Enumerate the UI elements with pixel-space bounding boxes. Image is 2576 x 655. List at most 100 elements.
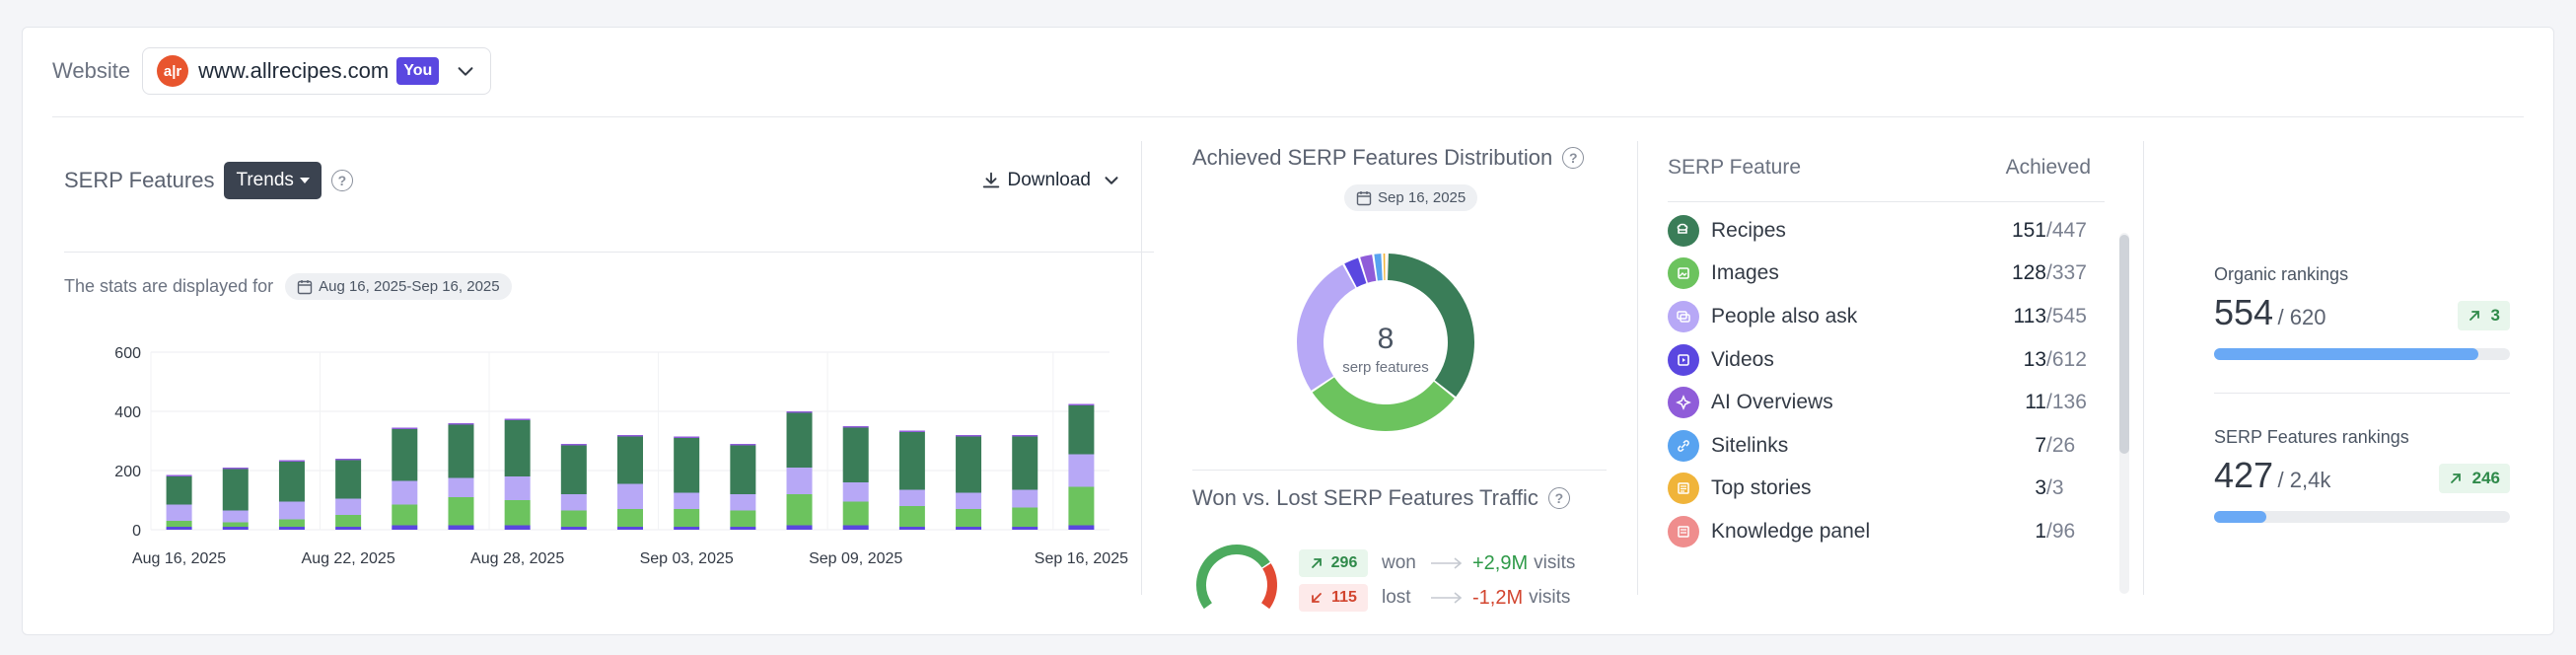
chart-bar-segment[interactable] [842,525,869,531]
feature-row[interactable]: Sitelinks 7/26 [1668,424,2102,468]
feature-row[interactable]: Top stories 3/3 [1668,468,2102,511]
chart-bar-segment[interactable] [842,501,869,526]
feature-row[interactable]: Knowledge panel 1/96 [1668,510,2102,553]
chart-bar-segment[interactable] [392,525,418,531]
chart-bar-segment[interactable] [617,483,643,510]
chart-bar-segment[interactable] [898,506,925,527]
scrollbar-thumb[interactable] [2119,235,2129,454]
chart-bar-segment[interactable] [560,444,587,446]
donut-slice[interactable] [1383,254,1386,281]
chart-bar-segment[interactable] [1068,525,1095,531]
feature-row[interactable]: People also ask 113/545 [1668,295,2102,338]
chart-bar-segment[interactable] [617,436,643,484]
chart-bar-segment[interactable] [166,474,192,477]
chart-bar-segment[interactable] [898,430,925,433]
chart-bar-segment[interactable] [448,477,474,498]
chart-bar-segment[interactable] [674,509,700,527]
chart-bar-segment[interactable] [1012,436,1038,490]
chart-bar-segment[interactable] [560,494,587,511]
chart-bar-segment[interactable] [392,427,418,430]
chart-bar-segment[interactable] [730,494,756,511]
chart-bar-segment[interactable] [222,469,249,511]
chart-bar-segment[interactable] [1012,527,1038,530]
feature-row[interactable]: Recipes 151/447 [1668,209,2102,253]
chart-bar-segment[interactable] [617,509,643,527]
table-scrollbar[interactable] [2119,233,2129,594]
chart-bar-segment[interactable] [1068,454,1095,487]
chart-bar-segment[interactable] [222,522,249,528]
chart-bar-segment[interactable] [674,438,700,493]
chart-bar-segment[interactable] [392,504,418,526]
chart-bar-segment[interactable] [504,500,531,526]
chart-bar-segment[interactable] [560,445,587,495]
chart-bar-segment[interactable] [898,432,925,490]
feature-row[interactable]: AI Overviews 11/136 [1668,381,2102,424]
chart-bar-segment[interactable] [448,525,474,531]
donut-slice[interactable] [1387,254,1388,281]
chart-bar-segment[interactable] [560,527,587,530]
donut-slice[interactable] [1360,255,1377,283]
chart-bar-segment[interactable] [674,492,700,510]
chart-bar-segment[interactable] [448,423,474,425]
chart-bar-segment[interactable] [730,527,756,530]
chart-bar-segment[interactable] [335,459,362,461]
help-icon[interactable]: ? [1547,487,1570,509]
chart-bar-segment[interactable] [842,482,869,502]
chart-bar-segment[interactable] [504,420,531,476]
chart-bar-segment[interactable] [956,436,982,493]
chart-bar-segment[interactable] [1068,486,1095,526]
chart-bar-segment[interactable] [956,509,982,527]
help-icon[interactable]: ? [1562,147,1585,169]
chart-bar-segment[interactable] [278,460,305,463]
donut-slice[interactable] [1297,264,1356,391]
donut-slice[interactable] [1344,257,1367,288]
chart-bar-segment[interactable] [335,460,362,499]
chart-bar-segment[interactable] [956,492,982,510]
donut-slice[interactable] [1312,377,1455,431]
chart-bar-segment[interactable] [166,527,192,530]
chart-bar-segment[interactable] [956,527,982,530]
trends-dropdown-button[interactable]: Trends [224,162,322,199]
chart-bar-segment[interactable] [786,494,813,526]
chart-bar-segment[interactable] [730,445,756,495]
chart-bar-segment[interactable] [166,521,192,527]
chart-bar-segment[interactable] [786,412,813,469]
chart-bar-segment[interactable] [222,527,249,530]
feature-row[interactable]: Videos 13/612 [1668,338,2102,382]
chart-bar-segment[interactable] [222,468,249,470]
chart-bar-segment[interactable] [730,510,756,528]
chart-bar-segment[interactable] [222,510,249,523]
chart-bar-segment[interactable] [617,435,643,437]
donut-slice[interactable] [1388,254,1474,398]
chart-bar-segment[interactable] [278,527,305,530]
chart-bar-segment[interactable] [1012,489,1038,508]
feature-row[interactable]: Images 128/337 [1668,253,2102,296]
chart-bar-segment[interactable] [842,426,869,428]
chart-bar-segment[interactable] [166,504,192,522]
chart-bar-segment[interactable] [730,444,756,446]
chart-bar-segment[interactable] [1012,435,1038,437]
website-selector[interactable]: a|r www.allrecipes.com You [142,47,492,95]
chart-bar-segment[interactable] [392,480,418,505]
chart-bar-segment[interactable] [504,525,531,531]
download-button[interactable]: Download [980,161,1129,200]
chart-bar-segment[interactable] [898,527,925,530]
chart-bar-segment[interactable] [504,418,531,421]
chart-bar-segment[interactable] [278,501,305,520]
date-range-chip[interactable]: Aug 16, 2025-Sep 16, 2025 [285,273,512,300]
chart-bar-segment[interactable] [448,424,474,478]
chart-bar-segment[interactable] [898,489,925,507]
chart-bar-segment[interactable] [786,411,813,413]
chart-bar-segment[interactable] [166,476,192,505]
chart-bar-segment[interactable] [674,436,700,439]
chart-bar-segment[interactable] [1068,405,1095,455]
chart-bar-segment[interactable] [674,527,700,530]
chart-bar-segment[interactable] [392,429,418,481]
chart-bar-segment[interactable] [560,510,587,528]
chart-bar-segment[interactable] [278,519,305,528]
chart-bar-segment[interactable] [1068,403,1095,406]
chart-bar-segment[interactable] [786,468,813,494]
chart-bar-segment[interactable] [1012,507,1038,528]
chart-bar-segment[interactable] [335,515,362,527]
chart-bar-segment[interactable] [504,476,531,500]
